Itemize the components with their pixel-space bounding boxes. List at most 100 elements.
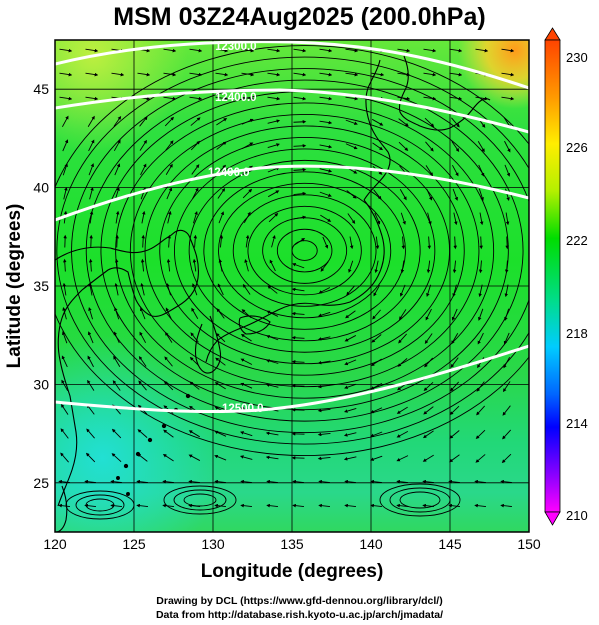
wind-arrow <box>475 48 489 53</box>
credit-line-dcl: Drawing by DCL (https://www.gfd-dennou.o… <box>156 595 443 607</box>
wind-arrow <box>242 283 251 295</box>
wind-arrow <box>370 479 382 484</box>
x-tick-label: 125 <box>122 536 146 552</box>
wind-arrow <box>370 455 383 461</box>
wind-arrow <box>113 115 122 127</box>
streamline <box>56 56 529 445</box>
wind-arrow <box>218 211 225 224</box>
wind-arrow <box>370 503 382 508</box>
wind-arrow <box>500 479 512 484</box>
wind-arrow <box>62 115 69 128</box>
wind-arrow <box>239 455 253 460</box>
wind-arrow <box>401 236 406 250</box>
wind-arrow <box>111 72 125 77</box>
streamline <box>159 136 450 365</box>
wind-arrow <box>240 479 252 484</box>
wind-arrow <box>373 189 382 200</box>
wind-arrow <box>291 311 305 316</box>
wind-arrow <box>63 186 68 200</box>
y-axis: 25 30 35 40 45 <box>33 81 49 491</box>
wind-arrow <box>502 429 512 440</box>
wind-arrow <box>191 307 199 319</box>
wind-arrow <box>241 118 254 125</box>
wind-arrow <box>62 306 67 320</box>
wind-arrow <box>396 455 409 462</box>
wind-arrow <box>343 456 357 461</box>
wind-arrow <box>269 259 276 272</box>
wind-arrow <box>139 116 148 127</box>
wind-arrow <box>318 311 331 317</box>
wind-arrow <box>193 234 198 248</box>
y-tick-label: 25 <box>33 475 49 491</box>
wind-arrow <box>165 140 174 151</box>
wind-arrow <box>425 141 434 152</box>
wind-arrow <box>61 379 69 392</box>
wind-arrow <box>87 355 94 368</box>
wind-arrow <box>217 283 224 296</box>
wind-arrow <box>452 164 459 177</box>
x-tick-label: 120 <box>43 536 67 552</box>
wind-arrow <box>166 187 173 200</box>
wind-arrow <box>240 358 253 365</box>
wind-arrow <box>114 307 120 320</box>
wind-arrow <box>399 309 407 321</box>
wind-arrow <box>449 72 463 77</box>
wind-arrow <box>317 408 331 413</box>
wind-arrow <box>423 48 437 53</box>
wind-arrow <box>479 212 484 226</box>
wind-arrow <box>140 258 145 272</box>
wind-arrow <box>215 48 229 53</box>
wind-arrow <box>137 72 151 77</box>
wind-arrow <box>240 333 252 342</box>
colorbar-max-triangle <box>544 27 561 41</box>
wind-arrow <box>505 212 510 226</box>
wind-arrow <box>267 119 281 124</box>
wind-arrow <box>141 234 145 248</box>
wind-arrow <box>374 212 381 225</box>
x-axis: 120 125 130 135 140 145 150 <box>43 536 541 552</box>
wind-arrow <box>449 430 460 439</box>
streamline <box>247 205 362 296</box>
wind-arrow <box>85 72 99 77</box>
wind-arrow <box>138 380 147 391</box>
wind-arrow <box>450 381 460 392</box>
wind-arrow <box>400 212 406 225</box>
wind-arrow <box>425 308 432 321</box>
wind-arrow <box>267 166 280 173</box>
wind-arrow <box>501 48 515 53</box>
wind-arrow <box>453 236 458 250</box>
wind-arrow <box>397 358 408 367</box>
wind-arrow <box>399 189 407 201</box>
wind-arrow <box>475 429 486 440</box>
contour-label: 12500.0 <box>222 403 264 415</box>
colorbar-label: 218 <box>566 326 588 341</box>
wind-arrow <box>267 48 281 53</box>
wind-arrow <box>86 404 95 415</box>
wind-arrow <box>137 453 148 462</box>
wind-arrow <box>58 503 70 508</box>
wind-arrow <box>189 381 200 390</box>
lat-lon-grid <box>55 40 529 532</box>
wind-arrow <box>244 258 249 272</box>
wind-arrow <box>191 164 200 175</box>
contour-line <box>55 164 529 222</box>
streamline <box>85 498 115 512</box>
wind-arrow <box>163 429 174 438</box>
wind-arrow <box>424 333 433 344</box>
streamline <box>75 494 125 516</box>
wind-arrow <box>267 72 281 77</box>
wind-arrow <box>452 188 458 201</box>
wind-arrow <box>372 309 381 320</box>
wind-arrow <box>88 163 94 176</box>
wind-arrow <box>292 503 304 508</box>
wind-arrow <box>398 118 409 127</box>
wind-arrow <box>291 287 305 292</box>
wind-arrow <box>63 210 68 224</box>
wind-arrow <box>317 360 331 365</box>
wind-arrow <box>449 48 463 53</box>
wind-arrow <box>478 260 483 274</box>
x-axis-label: Longitude (degrees) <box>201 561 384 582</box>
streamline <box>71 68 529 434</box>
wind-arrow <box>501 96 515 101</box>
